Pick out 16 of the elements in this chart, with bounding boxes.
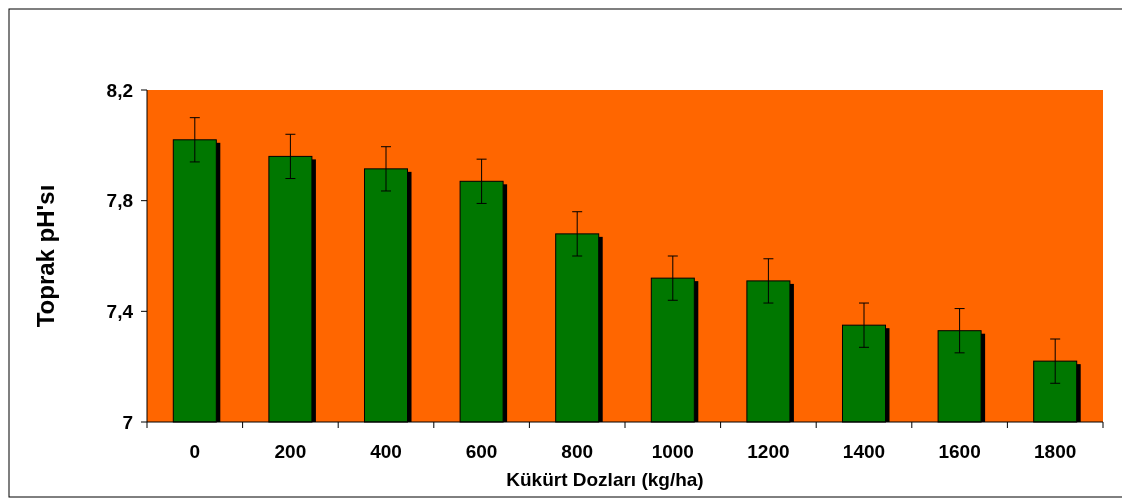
x-tick-label: 600 xyxy=(465,441,498,462)
x-tick-label: 800 xyxy=(561,441,594,462)
y-tick-label: 7 xyxy=(122,411,133,433)
x-tick-label: 1400 xyxy=(842,441,886,462)
x-tick-label: 400 xyxy=(370,441,402,462)
y-tick-label: 8,2 xyxy=(106,79,133,101)
x-tick-label: 0 xyxy=(189,441,201,462)
x-tick-label: 200 xyxy=(274,441,307,462)
x-tick-label: 1800 xyxy=(1034,441,1077,462)
x-tick-label: 1000 xyxy=(651,441,694,462)
x-tick-label: 1200 xyxy=(747,441,790,462)
y-axis-title: Toprak pH'sı xyxy=(32,184,59,328)
x-tick-label: 1600 xyxy=(938,441,981,462)
x-axis-title: Kükürt Dozları (kg/ha) xyxy=(506,469,704,490)
y-tick-label: 7,4 xyxy=(106,300,134,322)
y-tick-label: 7,8 xyxy=(106,190,133,212)
